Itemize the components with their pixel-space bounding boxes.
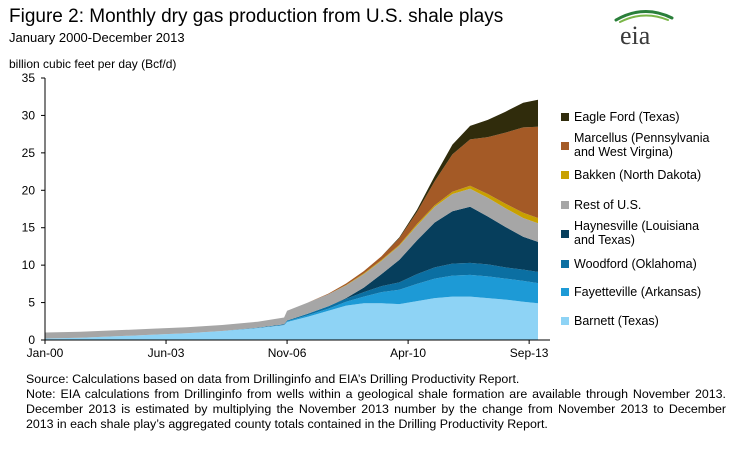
y-tick-label: 20 — [22, 183, 36, 197]
axes-layer: 0 5 10 15 20 25 30 35 Jan-00 Jun-03 Nov-06 Apr-10 Se… — [22, 71, 550, 360]
logo-text: eia — [620, 21, 651, 48]
chart-title: Figure 2: Monthly dry gas production fro… — [9, 6, 504, 27]
chart-subtitle: January 2000-December 2013 — [9, 30, 185, 45]
legend: Eagle Ford (Texas) Marcellus (Pennsylvani… — [561, 110, 710, 328]
legend-label-eagle-ford-texas: Eagle Ford (Texas) — [574, 110, 680, 124]
legend-swatch-marcellus-pennsylvania-and-west-virgina — [561, 142, 569, 150]
y-axis-label: billion cubic feet per day (Bcf/d) — [9, 57, 177, 71]
source-text: Source: Calculations based on data from … — [26, 372, 520, 386]
legend-swatch-woodford-oklahoma — [561, 260, 569, 268]
y-tick-label: 10 — [22, 258, 36, 272]
area-haynesville-louisiana-and-texas — [45, 206, 538, 339]
y-tick-label: 15 — [22, 221, 36, 235]
area-eagle-ford-texas — [45, 99, 538, 333]
x-tick-label: Jan-00 — [27, 346, 64, 360]
area-barnett-texas — [45, 296, 538, 340]
area-woodford-oklahoma — [45, 262, 538, 339]
y-tick-label: 30 — [22, 108, 36, 122]
note-text: Note: EIA calculations from Drillinginfo… — [26, 387, 726, 431]
legend-label-bakken-north-dakota: Bakken (North Dakota) — [574, 168, 701, 182]
y-tick-label: 35 — [22, 71, 36, 85]
legend-swatch-bakken-north-dakota — [561, 171, 569, 179]
y-tick-label: 0 — [28, 333, 35, 347]
area-marcellus-pennsylvania-and-west-virgina — [45, 126, 538, 333]
legend-label-woodford-oklahoma: Woodford (Oklahoma) — [574, 257, 697, 271]
x-tick-label: Nov-06 — [268, 346, 307, 360]
legend-swatch-haynesville-louisiana-and-texas — [561, 230, 569, 238]
area-fayetteville-arkansas — [45, 274, 538, 339]
legend-label-fayetteville-arkansas: Fayetteville (Arkansas) — [574, 285, 701, 299]
x-tick-label: Sep-13 — [510, 346, 549, 360]
area-rest-of-u-s — [45, 188, 538, 339]
legend-swatch-rest-of-u-s — [561, 201, 569, 209]
eia-logo-mark: eia — [614, 10, 674, 50]
areas-layer — [45, 99, 538, 340]
source-block: Source: Calculations based on data from … — [26, 372, 726, 432]
legend-label-rest-of-u-s: Rest of U.S. — [574, 198, 641, 212]
eia-logo: eia — [614, 6, 674, 50]
legend-label-barnett-texas: Barnett (Texas) — [574, 314, 659, 328]
y-tick-label: 25 — [22, 146, 36, 160]
y-tick-label: 5 — [28, 296, 35, 310]
legend-swatch-fayetteville-arkansas — [561, 288, 569, 296]
x-tick-label: Apr-10 — [390, 346, 426, 360]
legend-swatch-barnett-texas — [561, 317, 569, 325]
legend-label-marcellus-pennsylvania-and-west-virgina: Marcellus (Pennsylvania and West Virgina) — [574, 131, 710, 159]
legend-swatch-eagle-ford-texas — [561, 113, 569, 121]
legend-label-haynesville-louisiana-and-texas: Haynesville (Louisiana and Texas) — [574, 219, 699, 247]
x-tick-label: Jun-03 — [148, 346, 185, 360]
